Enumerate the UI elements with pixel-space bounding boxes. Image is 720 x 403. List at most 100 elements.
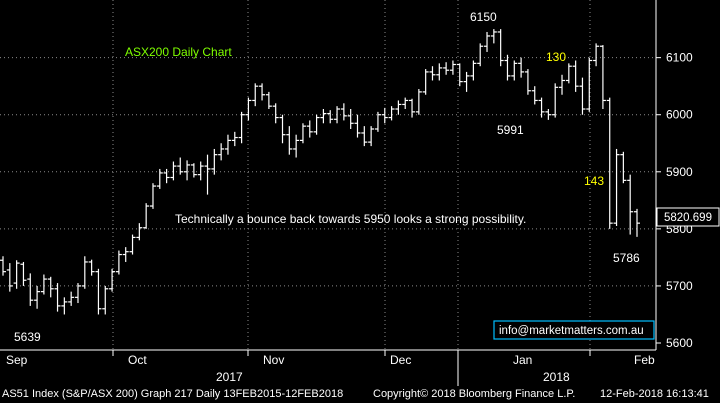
chart-title: ASX200 Daily Chart [125, 45, 232, 59]
ohlc-bar [484, 31, 491, 52]
ohlc-bar [238, 111, 245, 144]
ohlc-bar [477, 43, 484, 67]
last-price-box: 5820.699 [656, 207, 720, 227]
ohlc-bar [218, 143, 225, 161]
y-tick-label-5600: 5600 [666, 336, 693, 350]
ohlc-bar [13, 260, 20, 289]
ohlc-bar [470, 60, 477, 81]
ohlc-bar [265, 91, 272, 110]
ohlc-bar [320, 109, 327, 124]
ohlc-bar [40, 274, 47, 295]
ohlc-bar [34, 285, 41, 309]
ohlc-bar [245, 97, 252, 121]
watermark-text: info@marketmatters.com.au [499, 325, 644, 337]
ohlc-bar [170, 161, 177, 181]
ohlc-bar [95, 268, 102, 315]
ohlc-bar [293, 134, 300, 158]
x-axis-labels: Sep Oct Nov Dec Jan Feb 2017 2018 [6, 353, 655, 384]
ohlc-bar [109, 268, 116, 292]
year-label-2018: 2018 [543, 370, 570, 384]
ohlc-bar [565, 63, 572, 84]
ohlc-bar [122, 247, 129, 262]
ohlc-bar [620, 151, 627, 184]
month-label-sep: Sep [6, 353, 28, 367]
bloomberg-footer: AS51 Index (S&P/ASX 200) Graph 217 Daily… [0, 386, 720, 403]
ohlc-bar [402, 97, 409, 110]
ohlc-bar [511, 60, 518, 81]
ohlc-bar [272, 103, 279, 124]
ohlc-bar [68, 291, 75, 306]
ohlc-bar [409, 98, 416, 118]
watermark[interactable]: info@marketmatters.com.au [493, 320, 655, 340]
ohlc-bar [368, 126, 375, 147]
ohlc-bar [627, 174, 634, 235]
ohlc-bar [231, 131, 238, 147]
ohlc-bar [54, 283, 61, 312]
ohlc-bar [102, 285, 109, 315]
ohlc-bar [429, 66, 436, 81]
ohlc-bar [0, 256, 6, 276]
x-axis-ticks [112, 350, 591, 386]
y-tick-label-6100: 6100 [666, 51, 693, 65]
month-label-dec: Dec [390, 353, 411, 367]
ohlc-bar [6, 263, 13, 292]
y-tick-label-6000: 6000 [666, 108, 693, 122]
ohlc-bar [456, 63, 463, 87]
ohlc-bar [27, 273, 34, 306]
ohlc-bar [156, 168, 163, 189]
ohlc-bar [252, 83, 259, 107]
ohlc-bar [88, 259, 95, 276]
ohlc-bar [388, 106, 395, 121]
ohlc-bar [490, 29, 497, 44]
ohlc-bar [422, 69, 429, 95]
ohlc-bar [224, 134, 231, 155]
ohlc-bar [184, 160, 191, 181]
ohlc-bar [545, 109, 552, 120]
ohlc-bar [197, 161, 204, 181]
month-label-nov: Nov [263, 353, 284, 367]
ohlc-bar [606, 97, 613, 229]
price-label-5786: 5786 [613, 251, 640, 265]
ohlc-bar [497, 29, 504, 67]
ohlc-bar [354, 114, 361, 138]
ohlc-bar [634, 208, 640, 237]
ohlc-bar [395, 100, 402, 115]
ohlc-bar [436, 63, 443, 81]
ohlc-bar [599, 45, 606, 110]
watermark-box [493, 320, 655, 340]
ohlc-bar [559, 74, 566, 95]
ohlc-bar [449, 60, 456, 75]
ohlc-bar [299, 123, 306, 144]
ohlc-bar [613, 148, 620, 227]
ohlc-bar [334, 106, 341, 124]
ohlc-bar [552, 83, 559, 118]
ohlc-bar [163, 168, 170, 184]
ohlc-bar [259, 83, 266, 101]
ohlc-bar [286, 126, 293, 155]
ohlc-bar [211, 148, 218, 175]
ohlc-bar [327, 110, 334, 124]
month-label-jan: Jan [513, 353, 532, 367]
ohlc-bar [579, 77, 586, 115]
price-label-5991: 5991 [497, 123, 524, 137]
ohlc-bar [415, 89, 422, 115]
price-labels: 5639 6150 5991 5786 130 143 [14, 10, 640, 344]
last-price-border [656, 207, 720, 227]
ohlc-bar [143, 203, 150, 229]
chart-annotation: Technically a bounce back towards 5950 l… [175, 212, 526, 226]
ohlc-bar [361, 126, 368, 147]
ohlc-bar [518, 57, 525, 78]
ohlc-bar [572, 60, 579, 92]
ohlc-bar [306, 120, 313, 138]
ohlc-bar [129, 234, 136, 255]
ohlc-bar [74, 283, 81, 304]
ohlc-bar [374, 111, 381, 132]
y-tick-label-5900: 5900 [666, 165, 693, 179]
ohlc-bar [347, 109, 354, 129]
ohlc-bar [463, 71, 470, 92]
ohlc-bar [20, 261, 27, 286]
ohlc-bar [149, 183, 156, 209]
ohlc-bar [136, 223, 143, 241]
gridlines [0, 0, 656, 350]
price-label-high: 6150 [470, 10, 497, 24]
